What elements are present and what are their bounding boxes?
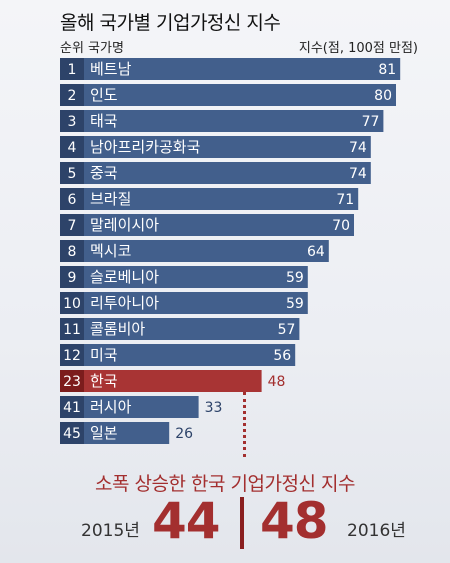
value-label: 48 [268, 374, 286, 390]
rank-box [60, 214, 84, 236]
rank-label: 11 [63, 322, 81, 338]
bar [60, 344, 296, 366]
rank-box [60, 188, 84, 210]
country-label: 러시아 [90, 398, 132, 416]
rank-label: 1 [68, 62, 77, 78]
rank-label: 45 [63, 426, 81, 442]
header-score-unit: 지수(점, 100점 만점) [298, 41, 418, 56]
value-label: 77 [362, 114, 380, 130]
rank-box [60, 422, 84, 444]
value-label: 81 [378, 62, 396, 78]
country-label: 미국 [90, 346, 118, 364]
rank-box [60, 136, 84, 158]
country-label: 인도 [90, 86, 118, 104]
value-label: 59 [286, 270, 304, 286]
value-label: 71 [336, 192, 354, 208]
rank-label: 8 [68, 244, 77, 260]
country-label: 한국 [90, 372, 118, 390]
rank-box [60, 110, 84, 132]
value-label: 70 [332, 218, 350, 234]
rank-box [60, 266, 84, 288]
score-divider [240, 497, 244, 549]
bar [60, 292, 308, 314]
country-label: 브라질 [90, 190, 131, 208]
rank-box [60, 318, 84, 340]
rank-box [60, 162, 84, 184]
value-label: 74 [349, 166, 367, 182]
header-rank-country: 순위 국가명 [60, 41, 124, 56]
rank-label: 6 [68, 192, 77, 208]
bar [60, 110, 384, 132]
chart-title: 올해 국가별 기업가정신 지수 [60, 12, 281, 34]
bar [60, 136, 371, 158]
country-label: 말레이시아 [90, 216, 159, 234]
country-label: 남아프리카공화국 [90, 138, 201, 156]
bar [60, 188, 359, 210]
country-label: 태국 [90, 112, 118, 130]
bar [60, 422, 170, 444]
bar [60, 266, 308, 288]
value-label: 56 [273, 348, 291, 364]
rank-label: 4 [68, 140, 77, 156]
score-2015-value: 44 [152, 492, 221, 550]
value-label: 80 [374, 88, 392, 104]
bar [60, 240, 329, 262]
highlight-connector [243, 392, 246, 457]
value-label: 33 [205, 400, 223, 416]
country-label: 멕시코 [90, 242, 131, 260]
rank-box [60, 240, 84, 262]
country-label: 일본 [90, 424, 118, 442]
country-label: 중국 [90, 164, 118, 182]
rank-box [60, 344, 84, 366]
bar [60, 396, 199, 418]
rank-label: 9 [68, 270, 77, 286]
bar [60, 318, 300, 340]
rank-label: 10 [63, 296, 81, 312]
bar [60, 214, 354, 236]
country-label: 리투아니아 [90, 294, 159, 312]
rank-label: 41 [63, 400, 81, 416]
country-label: 콜롬비아 [90, 320, 145, 338]
bar [60, 162, 371, 184]
value-label: 26 [175, 426, 193, 442]
rank-label: 12 [63, 348, 81, 364]
rank-box [60, 370, 84, 392]
summary-title: 소폭 상승한 한국 기업가정신 지수 [95, 473, 355, 495]
bar-chart: 1 베트남 812 인도 803 태국 774 남아프리카공화국 745 중국 746 브라질 717 말… [60, 58, 401, 444]
rank-box [60, 396, 84, 418]
country-label: 슬로베니아 [90, 268, 159, 286]
rank-label: 2 [68, 88, 77, 104]
bar [60, 370, 262, 392]
rank-label: 23 [63, 374, 81, 390]
year-2015-label: 2015년 [81, 521, 140, 541]
value-label: 59 [286, 296, 304, 312]
bar [60, 84, 396, 106]
bar [60, 58, 401, 80]
value-label: 74 [349, 140, 367, 156]
rank-box [60, 58, 84, 80]
rank-label: 3 [68, 114, 77, 130]
value-label: 64 [307, 244, 325, 260]
rank-label: 7 [68, 218, 77, 234]
country-label: 베트남 [90, 60, 132, 78]
rank-box [60, 84, 84, 106]
value-label: 57 [278, 322, 296, 338]
year-2016-label: 2016년 [347, 521, 406, 541]
score-2016-value: 48 [260, 492, 329, 550]
rank-label: 5 [68, 166, 77, 182]
rank-box [60, 292, 84, 314]
